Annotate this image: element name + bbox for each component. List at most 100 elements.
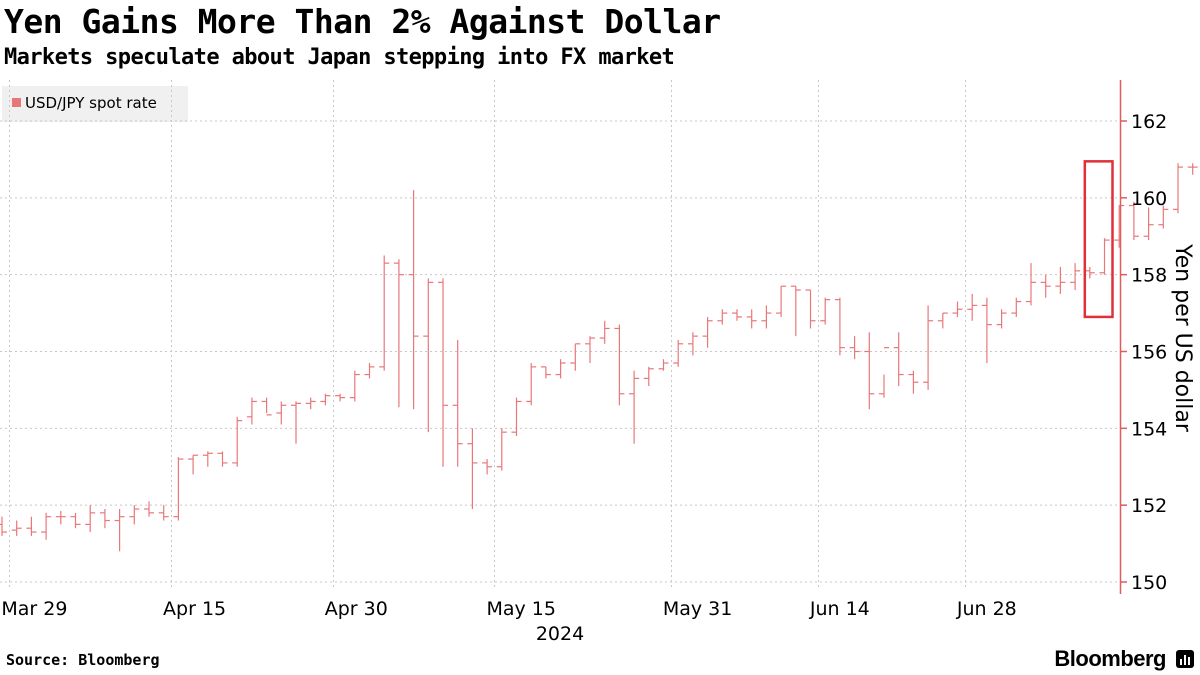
ohlc-bar [585, 336, 595, 364]
ohlc-bar [202, 451, 213, 467]
ohlc-bar [379, 255, 390, 371]
ohlc-bar [452, 339, 463, 467]
y-tick-label: 158 [1131, 265, 1167, 287]
ohlc-bar [26, 516, 37, 536]
y-tick-label: 156 [1131, 342, 1167, 364]
bloomberg-logo: Bloomberg [1054, 646, 1166, 671]
ohlc-bar [893, 332, 904, 387]
ohlc-bar [908, 370, 919, 394]
ohlc-bar [996, 309, 1007, 329]
ohlc-bar [173, 457, 184, 521]
ohlc-bars [0, 163, 1198, 552]
ohlc-bar [261, 397, 272, 416]
ohlc-bar [232, 416, 243, 467]
legend: USD/JPY spot rate [2, 86, 188, 122]
ohlc-bar [1187, 163, 1198, 175]
x-tick-label: Jun 14 [809, 598, 870, 620]
ohlc-bar [11, 520, 22, 536]
ohlc-bar [55, 510, 66, 525]
ohlc-bar [217, 451, 228, 467]
ohlc-bar [482, 459, 493, 475]
ohlc-bar [423, 278, 434, 433]
highlight-rectangle [1083, 160, 1114, 319]
ohlc-bar [1143, 207, 1154, 241]
gridlines [0, 80, 1118, 590]
ohlc-bar [335, 393, 346, 402]
ohlc-bar [364, 363, 375, 379]
ohlc-bar [702, 316, 713, 348]
ohlc-bar [144, 501, 154, 517]
ohlc-bar [820, 297, 831, 325]
x-axis: Mar 29 Apr 15 Apr 30 May 15 May 31 Jun 14 Jun … [1, 598, 1016, 645]
ohlc-bar [834, 297, 845, 356]
ohlc-bar [1084, 266, 1095, 279]
source-note: Source: Bloomberg [6, 651, 160, 669]
legend-label: USD/JPY spot rate [25, 94, 157, 112]
x-axis-title: 2024 [536, 623, 584, 645]
terminal-icon [1176, 650, 1194, 668]
ohlc-bar [776, 285, 787, 317]
ohlc-bar [291, 401, 301, 444]
ohlc-bar [1158, 205, 1169, 229]
legend-swatch [12, 98, 21, 107]
y-tick-label: 152 [1131, 495, 1167, 517]
ohlc-bar [349, 370, 360, 402]
highlight-box [1083, 160, 1114, 319]
ohlc-bar [937, 312, 948, 329]
ohlc-bar [879, 347, 889, 398]
ohlc-bar [732, 309, 742, 321]
y-axis: 150 152 154 156 158 160 162 Yen per US dollar [1119, 80, 1195, 594]
ohlc-bar [761, 305, 772, 329]
ohlc-bar [805, 289, 816, 329]
ohlc-bar [0, 516, 7, 536]
ohlc-bar [1055, 266, 1066, 294]
x-tick-label: Mar 29 [1, 598, 67, 620]
ohlc-bar [85, 505, 96, 533]
ohlc-bar [967, 293, 978, 321]
ohlc-bar [658, 359, 669, 371]
ohlc-bar [99, 509, 110, 529]
ohlc-bar [305, 397, 316, 410]
ohlc-bar [746, 309, 757, 329]
ohlc-bar [1114, 204, 1125, 248]
ohlc-bar [511, 397, 522, 437]
ohlc-bar [790, 285, 801, 337]
ohlc-bar [1128, 201, 1139, 241]
ohlc-bar [1099, 238, 1110, 275]
chart-subtitle: Markets speculate about Japan stepping i… [4, 45, 675, 70]
y-tick-label: 162 [1131, 111, 1167, 133]
ohlc-bar [496, 428, 507, 471]
x-tick-label: Jun 28 [956, 598, 1017, 620]
x-tick-label: May 31 [663, 598, 733, 620]
chart-title: Yen Gains More Than 2% Against Dollar [4, 2, 721, 41]
ohlc-bar [246, 397, 257, 425]
ohlc-bar [1070, 263, 1081, 291]
ohlc-bar [981, 297, 992, 364]
ohlc-bar [41, 512, 52, 540]
x-tick-label: Apr 30 [325, 598, 388, 620]
y-axis-title: Yen per US dollar [1170, 243, 1195, 433]
ohlc-bar [526, 363, 537, 406]
x-tick-label: May 15 [486, 598, 556, 620]
y-tick-label: 154 [1131, 418, 1167, 440]
ohlc-bar [599, 320, 610, 344]
ohlc-bar [952, 301, 963, 317]
x-tick-label: Apr 15 [163, 598, 226, 620]
ohlc-bar [614, 324, 625, 406]
ohlc-bar [717, 309, 728, 325]
ohlc-bar [188, 454, 199, 475]
ohlc-bar [276, 401, 287, 425]
ohlc-bar [158, 505, 169, 521]
ohlc-bar [540, 366, 551, 379]
ohlc-bar [320, 393, 331, 406]
y-tick-label: 150 [1131, 572, 1167, 594]
ohlc-bar [643, 366, 654, 387]
y-tick-label: 160 [1131, 188, 1167, 210]
ohlc-bar [129, 505, 140, 525]
ohlc-bar [673, 339, 684, 367]
ohlc-bar [1040, 274, 1051, 298]
ohlc-bar [408, 190, 419, 410]
ohlc-bar [570, 343, 581, 371]
ohlc-bar [1011, 297, 1022, 317]
